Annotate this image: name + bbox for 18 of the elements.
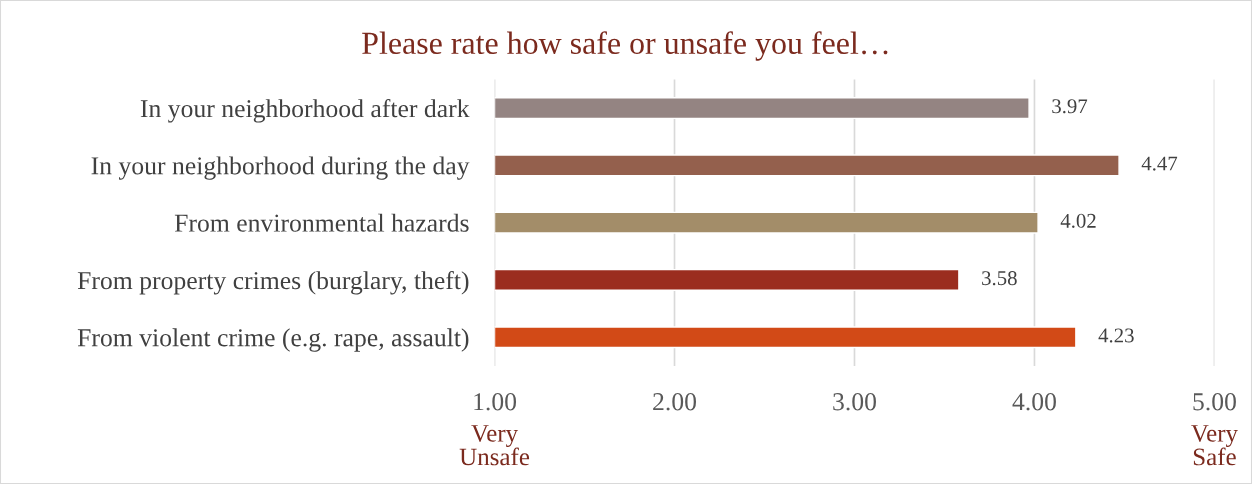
data-label: 3.58 <box>982 271 1017 286</box>
text: Very Safe <box>1191 425 1238 466</box>
y-tick-label: In your neighborhood during the day <box>91 156 470 180</box>
y-tick-label: From property crimes (burglary, theft) <box>77 270 469 295</box>
text: Very Unsafe <box>459 425 530 466</box>
data-label: 4.47 <box>1141 156 1178 171</box>
data-label: 3.97 <box>1052 99 1088 114</box>
y-tick-label: In your neighborhood after dark <box>140 98 470 123</box>
x-tick-label: 4.00 <box>1012 393 1056 411</box>
data-label: 4.23 <box>1098 328 1134 343</box>
data-label: 4.02 <box>1060 213 1096 228</box>
x-tick-label: 3.00 <box>833 393 876 411</box>
y-tick-label: From violent crime (e.g. rape, assault) <box>77 328 469 352</box>
y-tick-label: From environmental hazards <box>174 213 469 232</box>
chart-title: Please rate how safe or unsafe you feel… <box>362 31 888 61</box>
x-tick-label: 1.00 <box>474 393 517 411</box>
x-tick-label: 5.00 <box>1193 393 1236 411</box>
x-tick-label: 2.00 <box>653 393 697 411</box>
